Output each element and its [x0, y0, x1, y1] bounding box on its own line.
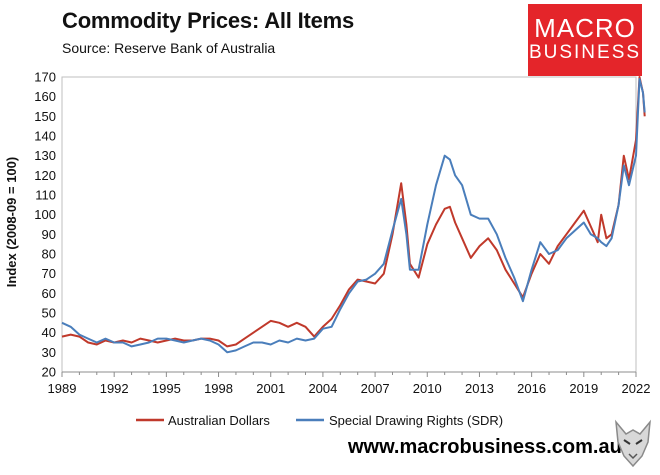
x-tick-label: 1998	[204, 381, 233, 396]
x-tick-label: 2004	[308, 381, 337, 396]
y-tick-label: 80	[42, 247, 56, 262]
chart-title: Commodity Prices: All Items	[62, 8, 355, 33]
series-group	[61, 76, 646, 354]
y-tick-label: 100	[34, 207, 56, 222]
y-axis-label: Index (2008-09 = 100)	[4, 157, 19, 287]
x-tick-label: 2010	[413, 381, 442, 396]
y-tick-label: 60	[42, 286, 56, 301]
legend: Australian Dollars Special Drawing Right…	[136, 413, 503, 428]
plot-area	[61, 76, 637, 373]
y-tick-label: 170	[34, 70, 56, 85]
x-tick-label: 2016	[517, 381, 546, 396]
y-tick-label: 90	[42, 227, 56, 242]
x-tick-label: 2022	[622, 381, 651, 396]
y-tick-label: 70	[42, 266, 56, 281]
y-tick-label: 130	[34, 148, 56, 163]
x-tick-label: 2001	[256, 381, 285, 396]
y-tick-label: 120	[34, 168, 56, 183]
x-tick-label: 1989	[48, 381, 77, 396]
x-tick-label: 2019	[569, 381, 598, 396]
y-tick-label: 20	[42, 365, 56, 380]
y-tick-label: 140	[34, 129, 56, 144]
line-chart: 20 30 40 50 60 70 80 90 100 110 120 130 140 150 160 170…	[4, 70, 651, 429]
x-tick-label: 2013	[465, 381, 494, 396]
x-axis: 1989 1992 1995 1998 2001 2004 2007 2010 2013 2016…	[48, 371, 651, 396]
plot-frame	[61, 76, 637, 373]
y-tick-label: 40	[42, 325, 56, 340]
legend-label-sdr: Special Drawing Rights (SDR)	[329, 413, 503, 428]
logo-line-1: MACRO	[534, 13, 636, 43]
y-axis: 20 30 40 50 60 70 80 90 100 110 120 130 140 150 160 170	[34, 70, 56, 380]
website-url: www.macrobusiness.com.au	[348, 436, 622, 458]
x-tick-label: 1992	[100, 381, 129, 396]
wolf-icon	[615, 419, 651, 468]
x-tick-label: 1995	[152, 381, 181, 396]
y-tick-label: 160	[34, 89, 56, 104]
y-tick-label: 150	[34, 109, 56, 124]
legend-label-aud: Australian Dollars	[168, 413, 270, 428]
macrobusiness-logo: MACRO BUSINESS	[528, 4, 642, 76]
chart-source: Source: Reserve Bank of Australia	[62, 40, 276, 56]
y-tick-label: 30	[42, 345, 56, 360]
logo-line-2: BUSINESS	[528, 42, 642, 63]
series-line-sdr	[61, 78, 646, 354]
y-tick-label: 110	[35, 188, 56, 203]
x-tick-label: 2007	[361, 381, 390, 396]
y-tick-label: 50	[42, 306, 56, 321]
